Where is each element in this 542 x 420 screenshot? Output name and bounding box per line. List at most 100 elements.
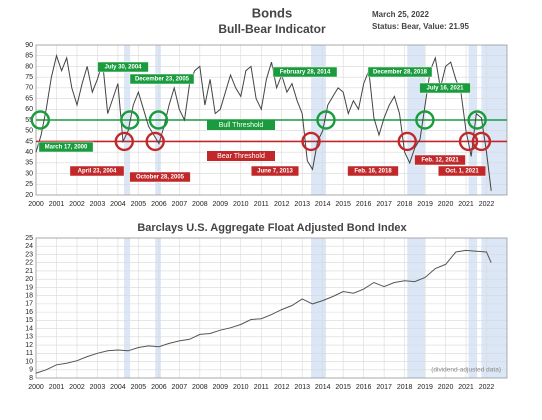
x-tick-label: 2017 — [376, 384, 392, 391]
annotation-label: December 28, 2018 — [373, 70, 428, 76]
annotation-box — [38, 141, 94, 153]
y-tick-label: 85 — [25, 53, 33, 60]
y-tick-label: 70 — [25, 85, 33, 92]
y-tick-label: 16 — [25, 309, 33, 316]
shaded-period — [407, 238, 425, 378]
x-tick-label: 2002 — [69, 201, 85, 208]
chart-title: Bonds — [252, 5, 292, 20]
x-tick-label: 2022 — [479, 384, 495, 391]
x-tick-label: 2020 — [438, 384, 454, 391]
chart-title: Barclays U.S. Aggregate Float Adjusted B… — [137, 222, 407, 234]
x-tick-label: 2004 — [110, 384, 126, 391]
x-tick-label: 2020 — [438, 201, 454, 208]
x-tick-label: 2001 — [49, 201, 65, 208]
y-tick-label: 11 — [26, 350, 33, 357]
annotation-box — [419, 82, 471, 94]
status: Status: Bear, Value: 21.95 — [372, 22, 469, 31]
y-tick-label: 90 — [25, 42, 33, 49]
y-tick-label: 8 — [29, 375, 33, 382]
signal-circle — [458, 131, 479, 152]
y-tick-label: 45 — [25, 138, 33, 145]
annotation-label: July 16, 2021 — [426, 86, 464, 92]
annotation-label: June 7, 2013 — [257, 169, 293, 175]
x-tick-label: 2019 — [417, 384, 433, 391]
y-tick-label: 25 — [25, 181, 33, 188]
x-tick-label: 2007 — [172, 384, 188, 391]
x-tick-label: 2008 — [192, 384, 208, 391]
threshold-label-box — [207, 120, 275, 130]
annotation-box — [367, 66, 433, 78]
y-tick-label: 24 — [25, 243, 33, 250]
y-tick-label: 75 — [25, 74, 33, 81]
x-tick-label: 2007 — [172, 201, 188, 208]
y-tick-label: 20 — [25, 192, 33, 199]
y-tick-label: 55 — [25, 117, 33, 124]
x-tick-label: 2009 — [213, 384, 229, 391]
threshold-label: Bull Threshold — [219, 122, 264, 129]
x-tick-label: 2006 — [151, 201, 167, 208]
chart-subtitle: Bull-Bear Indicator — [218, 22, 326, 36]
x-tick-label: 2017 — [376, 201, 392, 208]
x-tick-label: 2000 — [28, 201, 44, 208]
y-tick-label: 12 — [25, 342, 33, 349]
signal-circle — [30, 110, 51, 130]
shaded-period — [124, 238, 131, 378]
x-tick-label: 2010 — [233, 384, 249, 391]
data-line — [35, 53, 492, 191]
x-tick-label: 2009 — [213, 201, 229, 208]
y-tick-label: 15 — [25, 317, 33, 324]
y-tick-label: 30 — [25, 170, 33, 177]
x-tick-label: 2016 — [356, 384, 372, 391]
signal-circle — [415, 110, 435, 130]
annotation-box — [129, 171, 191, 183]
x-tick-label: 2015 — [335, 384, 351, 391]
x-tick-label: 2019 — [417, 201, 433, 208]
y-tick-label: 17 — [25, 301, 33, 308]
shaded-period — [481, 238, 507, 378]
y-tick-label: 23 — [25, 251, 33, 258]
x-tick-label: 2018 — [397, 201, 413, 208]
x-tick-label: 2021 — [458, 384, 474, 391]
y-tick-label: 60 — [25, 106, 33, 113]
annotation-box — [347, 165, 399, 177]
signal-circle — [114, 131, 134, 152]
y-tick-label: 13 — [25, 334, 33, 341]
signal-circle — [145, 131, 165, 152]
annotation-label: December 23, 2005 — [135, 77, 190, 83]
annotation-label: April 23, 2004 — [78, 169, 117, 175]
threshold-label: Bear Threshold — [217, 153, 265, 160]
x-tick-label: 2012 — [274, 384, 290, 391]
x-tick-label: 2012 — [274, 201, 290, 208]
annotation-label: October 28, 2005 — [136, 175, 185, 181]
x-tick-label: 2001 — [49, 384, 65, 391]
y-tick-label: 21 — [25, 268, 33, 275]
x-tick-label: 2003 — [90, 384, 106, 391]
y-tick-label: 22 — [25, 260, 33, 267]
plot-border — [35, 237, 508, 379]
x-tick-label: 2011 — [254, 201, 269, 208]
signal-circle — [120, 110, 140, 130]
y-tick-label: 10 — [25, 358, 33, 365]
note: (dividend-adjusted data) — [431, 367, 501, 374]
y-tick-label: 9 — [29, 367, 33, 374]
annotation-label: February 28, 2014 — [280, 70, 331, 76]
y-tick-label: 35 — [25, 160, 33, 167]
y-tick-label: 19 — [25, 284, 33, 291]
x-tick-label: 2021 — [458, 201, 474, 208]
annotation-box — [437, 165, 487, 177]
x-tick-label: 2005 — [131, 201, 147, 208]
annotation-label: Feb. 16, 2018 — [354, 169, 392, 175]
y-tick-label: 20 — [25, 276, 33, 283]
annotation-box — [69, 165, 125, 177]
x-tick-label: 2015 — [335, 201, 351, 208]
date: March 25, 2022 — [372, 10, 429, 19]
annotation-box — [97, 61, 149, 73]
y-tick-label: 65 — [25, 95, 33, 102]
signal-circle — [467, 110, 487, 130]
x-tick-label: 2003 — [90, 201, 106, 208]
x-tick-label: 2022 — [479, 201, 495, 208]
y-tick-label: 14 — [25, 325, 33, 332]
annotation-box — [272, 66, 338, 78]
y-tick-label: 50 — [25, 128, 33, 135]
annotation-label: Oct. 1, 2021 — [445, 169, 479, 175]
